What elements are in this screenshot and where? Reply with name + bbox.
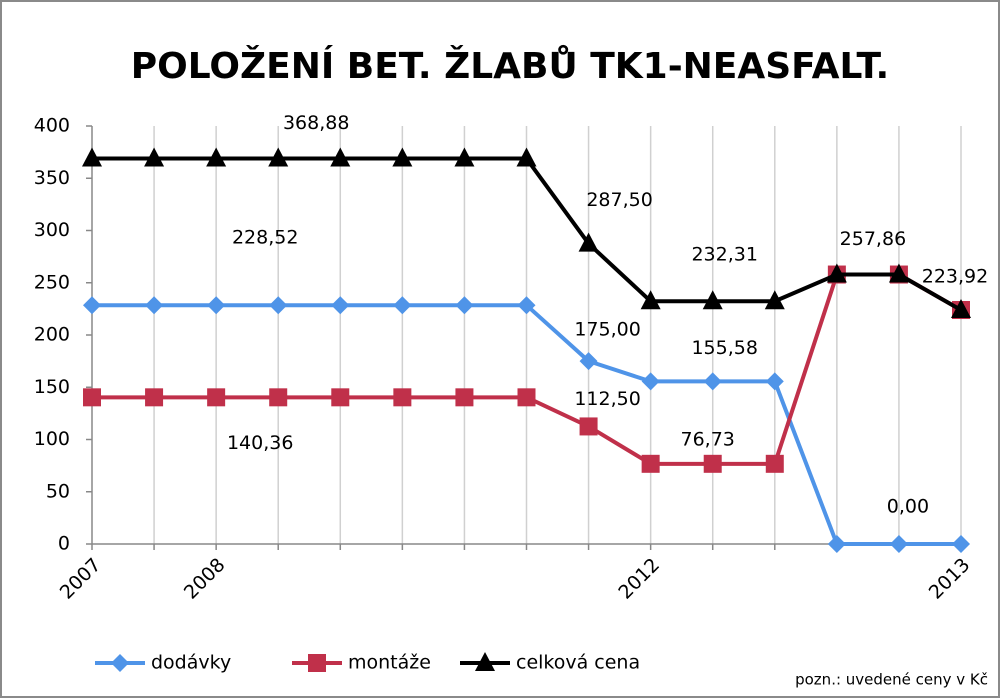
data-point [393, 388, 412, 407]
legend-label: dodávky [151, 652, 231, 674]
y-tick-label: 200 [34, 324, 70, 346]
y-tick-label: 100 [34, 428, 70, 450]
data-point [454, 147, 475, 167]
y-tick-label: 150 [34, 376, 70, 398]
data-point [269, 296, 288, 315]
data-point [268, 147, 289, 167]
y-tick-label: 50 [46, 480, 70, 502]
data-label: 223,92 [922, 266, 988, 288]
note: pozn.: uvedené ceny v Kč [795, 671, 988, 689]
legend-marker [475, 652, 495, 671]
data-point [578, 232, 599, 252]
data-point [826, 263, 847, 283]
data-label: 112,50 [574, 388, 640, 410]
data-point [702, 290, 723, 310]
data-label: 175,00 [574, 319, 640, 341]
data-point [207, 388, 226, 407]
data-point [640, 290, 661, 310]
data-point [952, 535, 970, 553]
data-point [764, 290, 785, 310]
legend-marker [308, 654, 326, 672]
data-point [331, 296, 350, 315]
data-label: 140,36 [227, 432, 293, 454]
data-point [641, 372, 660, 391]
data-point [83, 388, 101, 407]
data-label: 76,73 [681, 428, 735, 450]
legend-label: montáže [348, 652, 431, 674]
data-point [145, 388, 164, 407]
data-label: 257,86 [840, 228, 906, 250]
data-point [889, 535, 908, 553]
data-point [331, 388, 350, 407]
y-tick-label: 300 [34, 219, 70, 241]
y-tick-label: 350 [34, 167, 70, 189]
legend-label: celková cena [516, 652, 640, 674]
data-label: 232,31 [691, 244, 757, 266]
data-point [455, 296, 474, 315]
y-tick-label: 400 [34, 115, 70, 137]
data-label: 155,58 [691, 337, 757, 359]
data-point [703, 454, 722, 473]
data-point [144, 147, 165, 167]
data-point [207, 296, 226, 315]
data-point [392, 147, 413, 167]
y-tick-label: 250 [34, 271, 70, 293]
data-point [455, 388, 474, 407]
data-point [517, 296, 536, 315]
data-point [703, 372, 722, 391]
data-point [269, 388, 288, 407]
data-point [516, 147, 537, 167]
chart-title: POLOŽENÍ BET. ŽLABŮ TK1-NEASFALT. [131, 45, 889, 87]
data-point [145, 296, 164, 315]
data-point [765, 372, 784, 391]
data-label: 287,50 [586, 189, 652, 211]
data-point [951, 299, 971, 319]
data-label: 228,52 [232, 227, 298, 249]
data-point [83, 296, 101, 315]
data-point [330, 147, 351, 167]
data-label: 368,88 [283, 112, 349, 134]
data-point [888, 263, 909, 283]
data-point [827, 535, 846, 553]
y-tick-label: 0 [58, 533, 70, 555]
data-label: 0,00 [887, 496, 929, 518]
data-point [579, 417, 598, 436]
data-point [765, 454, 784, 473]
data-point [517, 388, 536, 407]
data-point [641, 454, 660, 473]
data-point [206, 147, 227, 167]
legend-marker [111, 654, 129, 672]
data-point [579, 352, 598, 371]
data-point [82, 147, 102, 167]
data-point [393, 296, 412, 315]
